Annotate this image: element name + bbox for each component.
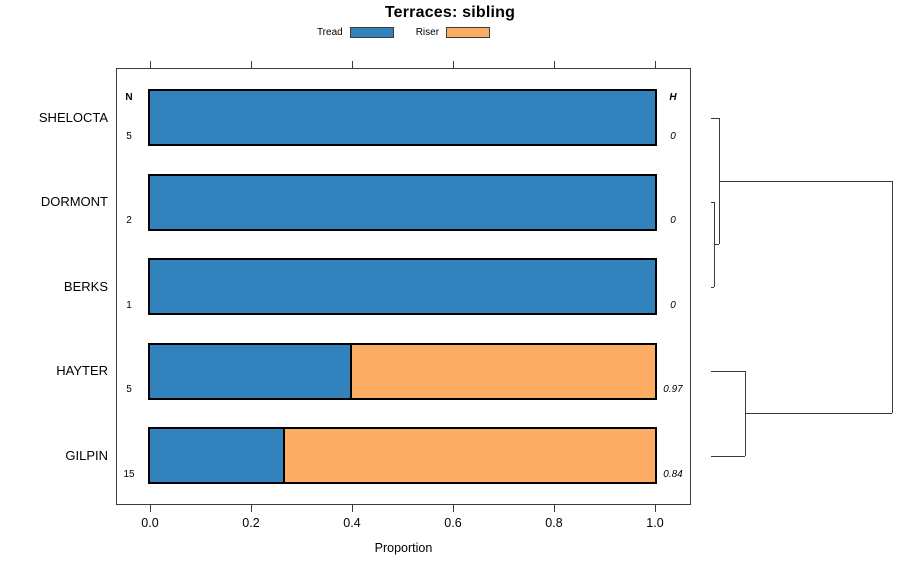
category-label: HAYTER	[56, 363, 108, 378]
x-tick-bottom	[251, 505, 252, 512]
n-value: 15	[123, 468, 135, 480]
n-value: 5	[126, 384, 132, 395]
category-label: DORMONT	[40, 194, 108, 209]
bar-segment-tread	[150, 429, 285, 482]
bar-segment-riser	[352, 344, 655, 398]
dendrogram-segment	[718, 180, 892, 182]
bar-segment-tread	[150, 175, 655, 229]
dendrogram-segment	[713, 244, 719, 246]
plot-box	[116, 68, 691, 505]
n-column-header: N	[125, 92, 133, 103]
chart-title: Terraces: sibling	[384, 4, 516, 21]
legend-label-tread: Tread	[316, 27, 343, 38]
x-tick-top	[150, 61, 151, 68]
stacked-bar	[148, 89, 657, 146]
h-value: 0	[670, 299, 676, 311]
category-label: GILPIN	[65, 447, 108, 463]
dendrogram-segment	[711, 455, 746, 457]
x-tick-top	[352, 61, 353, 68]
legend: Tread Riser	[116, 25, 691, 40]
bar-segment-tread	[150, 260, 655, 313]
category-label: SHELOCTA	[38, 109, 108, 125]
x-tick-label: 0.4	[343, 516, 361, 530]
h-value: 0.84	[663, 468, 683, 480]
dendrogram-segment	[711, 117, 719, 119]
legend-swatch-riser	[446, 27, 491, 38]
n-value: 2	[126, 215, 132, 226]
dendrogram-segment	[892, 180, 893, 414]
x-tick-label: 0.2	[242, 516, 260, 530]
x-tick-label: 0.6	[444, 516, 462, 530]
category-label: BERKS	[63, 278, 108, 294]
stacked-bar	[148, 258, 657, 315]
dendrogram-segment	[745, 413, 892, 415]
x-tick-bottom	[453, 505, 454, 512]
x-tick-bottom	[554, 505, 555, 512]
legend-swatch-tread	[349, 27, 394, 38]
x-tick-top	[655, 61, 656, 68]
x-tick-label: 0.8	[545, 516, 563, 530]
stacked-bar	[148, 173, 657, 231]
x-tick-bottom	[655, 505, 656, 512]
h-value: 0	[670, 130, 676, 142]
bar-segment-tread	[150, 344, 352, 398]
stacked-bar	[148, 427, 657, 484]
dendrogram-segment	[711, 286, 714, 288]
h-value: 0	[670, 215, 676, 226]
x-tick-bottom	[150, 505, 151, 512]
x-tick-label: 0.0	[141, 516, 159, 530]
x-axis-title: Proportion	[374, 541, 433, 555]
n-value: 1	[126, 299, 132, 311]
x-tick-top	[554, 61, 555, 68]
legend-item-tread: Tread	[317, 27, 394, 38]
x-tick-label: 1.0	[646, 516, 664, 530]
bar-segment-riser	[285, 429, 655, 482]
x-tick-top	[453, 61, 454, 68]
legend-item-riser: Riser	[415, 27, 491, 38]
h-value: 0.97	[663, 384, 683, 395]
h-column-header: H	[669, 92, 677, 103]
stacked-bar	[148, 342, 657, 400]
legend-label-riser: Riser	[415, 27, 440, 38]
bar-segment-tread	[150, 91, 655, 144]
n-value: 5	[126, 130, 132, 142]
x-tick-bottom	[352, 505, 353, 512]
x-tick-top	[251, 61, 252, 68]
dendrogram-segment	[711, 202, 714, 203]
dendrogram-segment	[711, 371, 746, 372]
